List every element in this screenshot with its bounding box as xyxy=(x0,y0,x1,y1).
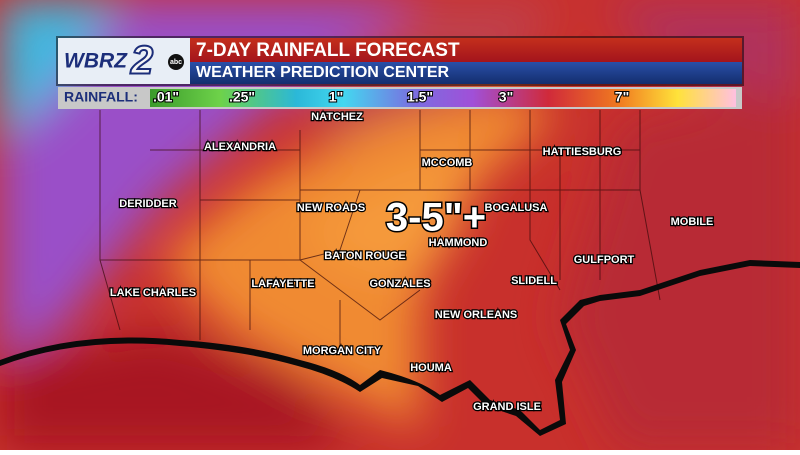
city-label: GULFPORT xyxy=(574,254,635,266)
legend-tick: .01" xyxy=(153,89,179,105)
city-label: BATON ROUGE xyxy=(324,250,406,262)
title: 7-DAY RAINFALL FORECAST xyxy=(196,40,460,61)
borders xyxy=(99,110,661,350)
city-label: LAFAYETTE xyxy=(251,278,314,290)
legend: RAINFALL: .01" .25" 1" 1.5" 3" 7" xyxy=(58,87,742,109)
city-label: NEW ORLEANS xyxy=(435,309,518,321)
header: WBRZ 2 abc 7-DAY RAINFALL FORECAST WEATH… xyxy=(56,36,744,86)
color-scale xyxy=(150,89,736,107)
city-label: HOUMA xyxy=(410,362,452,374)
city-label: NATCHEZ xyxy=(311,111,363,123)
city-label: BOGALUSA xyxy=(485,202,548,214)
city-label: LAKE CHARLES xyxy=(110,287,196,299)
subtitle: WEATHER PREDICTION CENTER xyxy=(196,64,449,81)
legend-tick: 1.5" xyxy=(407,89,433,105)
logo-box xyxy=(58,38,190,84)
legend-label: RAINFALL: xyxy=(64,89,138,105)
legend-tick: 3" xyxy=(499,89,513,105)
city-label: HATTIESBURG xyxy=(543,146,622,158)
city-label: DERIDDER xyxy=(119,198,177,210)
city-label: ALEXANDRIA xyxy=(204,141,276,153)
legend-tick: .25" xyxy=(229,89,255,105)
logo-text: WBRZ xyxy=(64,50,128,73)
city-labels: NATCHEZ ALEXANDRIA MCCOMB HATTIESBURG DE… xyxy=(109,110,715,415)
city-label: HAMMOND xyxy=(429,237,488,249)
city-label: MORGAN CITY xyxy=(303,345,382,357)
city-label: SLIDELL xyxy=(511,275,557,287)
logo-channel: 2 xyxy=(130,39,153,83)
city-label: GRAND ISLE xyxy=(473,401,541,413)
legend-tick: 1" xyxy=(329,89,343,105)
city-label: MCCOMB xyxy=(422,157,473,169)
city-label: MOBILE xyxy=(671,216,714,228)
city-label: GONZALES xyxy=(369,278,430,290)
city-label: NEW ROADS xyxy=(297,202,365,214)
headline-amount: 3-5"+ xyxy=(386,196,486,240)
legend-tick: 7" xyxy=(615,89,629,105)
logo-network: abc xyxy=(170,59,182,66)
